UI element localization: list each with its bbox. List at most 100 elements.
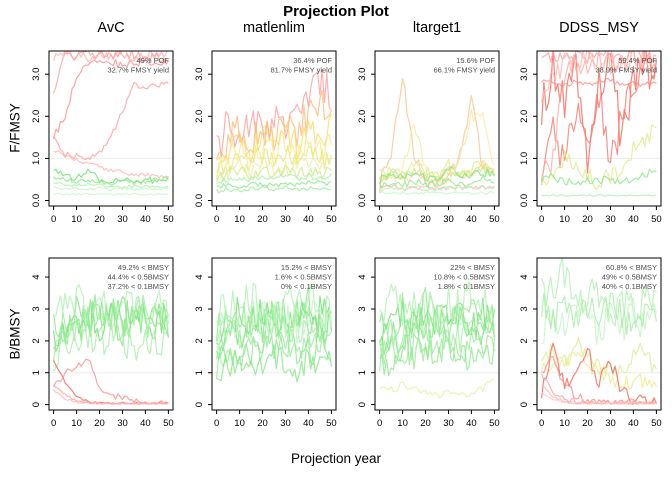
x-tick-label: 20 xyxy=(94,418,105,429)
y-tick-label: 4 xyxy=(519,274,530,279)
y-tick-label: 2 xyxy=(357,338,368,343)
panel-annotation: 37.2% < 0.1BMSY xyxy=(108,282,170,291)
panel-avc-ffmsy: 0 10 20 30 40 50 0.0 1.0 2.0 3.0 49% POF 32.7% FMSY… xyxy=(13,47,176,233)
y-tick-label: 0 xyxy=(519,402,530,407)
simulation-trajectory-line xyxy=(216,172,332,185)
simulation-trajectory-line xyxy=(216,145,332,181)
x-tick-label: 10 xyxy=(397,214,408,225)
simulation-trajectory-line xyxy=(379,165,495,185)
x-tick-label: 50 xyxy=(326,418,337,429)
panel-annotation: 59.4% POF xyxy=(618,56,657,65)
simulation-trajectory-line xyxy=(216,69,332,159)
simulation-trajectory-line xyxy=(379,191,495,195)
panel-annotation: 15.6% POF xyxy=(456,56,495,65)
y-tick-label: 1.0 xyxy=(194,152,205,165)
simulation-trajectory-line xyxy=(216,114,332,163)
simulation-trajectory-line xyxy=(379,329,495,377)
panel-title-ddss-msy: DDSS_MSY xyxy=(559,20,639,36)
simulation-trajectory-line xyxy=(53,58,169,140)
x-tick-label: 0 xyxy=(539,214,544,225)
x-tick-label: 50 xyxy=(489,418,500,429)
y-tick-label: 1.0 xyxy=(357,152,368,165)
x-tick-label: 20 xyxy=(420,418,431,429)
x-tick-label: 20 xyxy=(582,214,593,225)
simulation-trajectory-line xyxy=(53,186,169,192)
panel-annotation: 1.6% < 0.5BMSY xyxy=(275,273,332,282)
y-tick-label: 1.0 xyxy=(519,152,530,165)
panel-annotation: 0% < 0.1BMSY xyxy=(281,282,332,291)
y-tick-label: 0 xyxy=(31,402,42,407)
x-tick-label: 10 xyxy=(71,418,82,429)
panel-annotation: 10.8% < 0.5BMSY xyxy=(434,273,496,282)
simulation-trajectory-line xyxy=(53,317,169,372)
simulation-trajectory-line xyxy=(541,51,657,64)
y-tick-label: 2 xyxy=(194,338,205,343)
simulation-trajectory-line xyxy=(541,168,657,186)
x-tick-label: 0 xyxy=(539,418,544,429)
x-tick-label: 20 xyxy=(257,418,268,429)
x-tick-label: 50 xyxy=(651,214,662,225)
y-tick-label: 4 xyxy=(357,274,368,279)
simulation-trajectory-line xyxy=(379,280,495,331)
x-tick-label: 30 xyxy=(443,214,454,225)
simulation-trajectory-line xyxy=(53,168,169,184)
simulation-trajectory-line xyxy=(541,124,657,191)
x-tick-label: 20 xyxy=(420,214,431,225)
simulation-trajectory-line xyxy=(379,377,495,399)
panel-avc-bbmsy: 0 10 20 30 40 50 0 1 2 3 4 49.2% < BMSY 44.4% < 0.5B… xyxy=(13,254,176,437)
y-tick-label: 1 xyxy=(519,370,530,375)
x-tick-label: 50 xyxy=(163,214,174,225)
simulation-trajectory-line xyxy=(379,308,495,360)
x-tick-label: 10 xyxy=(559,214,570,225)
simulation-trajectory-line xyxy=(53,182,169,190)
panel-title-matlenlim: matlenlim xyxy=(242,20,306,36)
panel-ltarget1-ffmsy: 0 10 20 30 40 50 0.0 1.0 2.0 3.0 15.6% POF 66.1% FM… xyxy=(339,47,502,233)
panel-annotation: 22% < BMSY xyxy=(450,263,495,272)
simulation-trajectory-line xyxy=(216,133,332,173)
panel-matlenlim-bbmsy: 0 10 20 30 40 50 0 1 2 3 4 15.2% < BMSY 1.6% < 0.5BM… xyxy=(176,254,339,437)
y-tick-label: 3.0 xyxy=(194,68,205,81)
simulation-trajectory-line xyxy=(541,194,657,197)
panel-annotation: 40% < 0.1BMSY xyxy=(602,282,657,291)
y-tick-label: 1.0 xyxy=(31,152,42,165)
simulation-trajectory-line xyxy=(541,77,657,89)
plot-box xyxy=(374,50,500,207)
panel-matlenlim-ffmsy: 0 10 20 30 40 50 0.0 1.0 2.0 3.0 36.4% POF 81.7% FM… xyxy=(176,47,339,233)
simulation-trajectory-line xyxy=(379,184,495,191)
plot-box xyxy=(48,257,174,411)
simulation-trajectory-line xyxy=(379,328,495,372)
simulation-trajectory-line xyxy=(541,391,657,405)
simulation-trajectory-line xyxy=(53,51,169,94)
y-tick-label: 0 xyxy=(357,402,368,407)
simulation-trajectory-line xyxy=(541,51,657,103)
y-tick-label: 3.0 xyxy=(31,68,42,81)
y-tick-label: 1 xyxy=(31,370,42,375)
x-tick-label: 30 xyxy=(117,214,128,225)
plot-box xyxy=(536,50,662,207)
simulation-trajectory-line xyxy=(53,389,169,405)
simulation-trajectory-line xyxy=(541,336,657,380)
x-tick-label: 50 xyxy=(326,214,337,225)
plot-box xyxy=(211,257,337,411)
plot-title: Projection Plot xyxy=(283,3,389,20)
simulation-trajectory-line xyxy=(379,175,495,189)
x-tick-label: 30 xyxy=(605,214,616,225)
simulation-trajectory-line xyxy=(216,89,332,159)
panel-ddss-msy-bbmsy: 0 10 20 30 40 50 0 1 2 3 4 60.8% < BMSY 49% < 0.5BMS… xyxy=(501,254,664,437)
x-tick-label: 10 xyxy=(71,214,82,225)
y-tick-label: 0.0 xyxy=(519,194,530,207)
panel-annotation: 1.8% < 0.1BMSY xyxy=(438,282,495,291)
x-tick-label: 0 xyxy=(214,214,219,225)
simulation-trajectory-line xyxy=(379,158,495,179)
x-tick-label: 40 xyxy=(466,214,477,225)
y-tick-label: 3 xyxy=(194,306,205,311)
x-tick-label: 30 xyxy=(280,214,291,225)
x-tick-label: 40 xyxy=(140,214,151,225)
y-tick-label: 0 xyxy=(194,402,205,407)
x-tick-label: 0 xyxy=(51,418,56,429)
simulation-trajectory-line xyxy=(216,185,332,194)
panel-annotation: 36.4% POF xyxy=(293,56,332,65)
